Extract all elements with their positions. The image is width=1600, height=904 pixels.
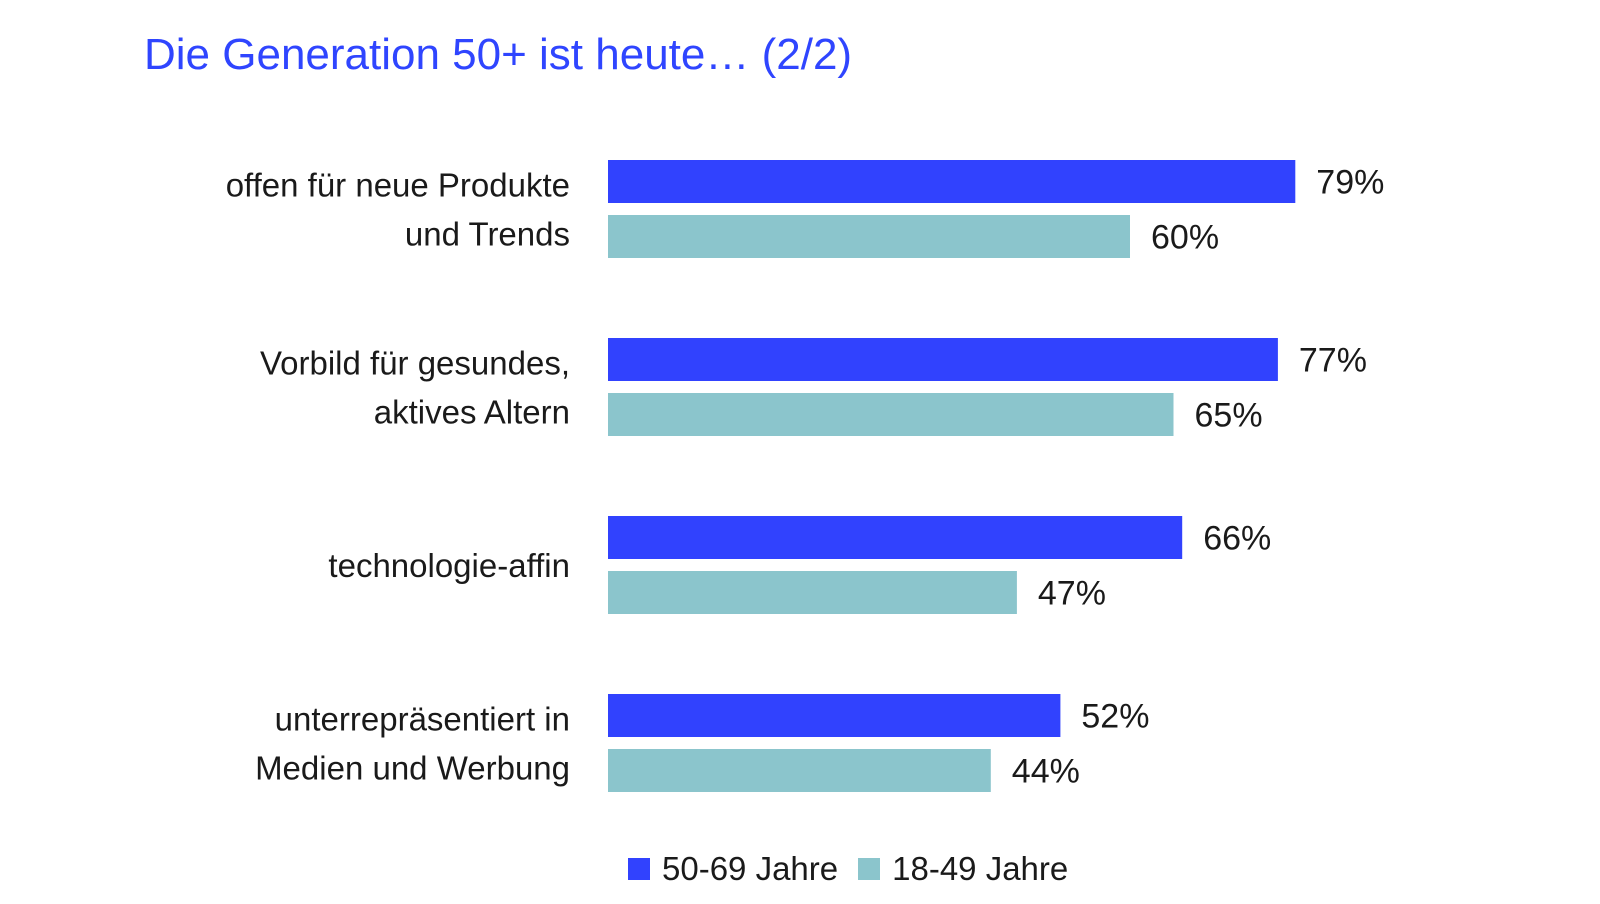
data-label-series-1: 52% (1081, 698, 1149, 736)
bar-chart: offen für neue Produkte und Trends 79% 60% V… (226, 160, 1384, 792)
legend-swatch-series-1 (628, 858, 650, 880)
legend-item-series-1: 50-69 Jahre (628, 850, 838, 888)
bar-series-1 (608, 160, 1296, 203)
bar-series-2 (608, 393, 1174, 436)
category-label: technologie-affin (328, 547, 570, 584)
bar-series-1 (608, 694, 1061, 737)
legend: 50-69 Jahre 18-49 Jahre (628, 850, 1088, 888)
category-label-line: unterrepräsentiert in (275, 701, 570, 738)
category-label: Vorbild für gesundes, aktives Altern (260, 345, 570, 431)
bar-series-2 (608, 571, 1017, 614)
data-label-series-2: 44% (1012, 753, 1080, 791)
data-label-series-2: 47% (1038, 575, 1106, 613)
category-label: offen für neue Produkte und Trends (226, 167, 570, 253)
chart-title: Die Generation 50+ ist heute… (2/2) (144, 30, 853, 79)
category-label: unterrepräsentiert in Medien und Werbung (255, 701, 570, 787)
category-label-line: und Trends (405, 216, 570, 253)
bar-series-1 (608, 338, 1278, 381)
bar-series-1 (608, 516, 1183, 559)
legend-label-series-2: 18-49 Jahre (892, 850, 1069, 887)
category-label-line: offen für neue Produkte (226, 167, 570, 204)
category-label-line: Vorbild für gesundes, (260, 345, 570, 382)
data-label-series-1: 79% (1316, 164, 1384, 202)
data-label-series-2: 65% (1195, 397, 1263, 435)
category-label-line: technologie-affin (328, 547, 570, 584)
legend-item-series-2: 18-49 Jahre (858, 850, 1068, 888)
data-label-series-1: 77% (1299, 342, 1367, 380)
data-label-series-2: 60% (1151, 219, 1219, 257)
legend-label-series-1: 50-69 Jahre (662, 850, 839, 887)
category-label-line: Medien und Werbung (255, 750, 570, 787)
bar-series-2 (608, 749, 991, 792)
data-label-series-1: 66% (1203, 520, 1271, 558)
bar-series-2 (608, 215, 1130, 258)
legend-swatch-series-2 (858, 858, 881, 880)
category-label-line: aktives Altern (374, 394, 570, 431)
